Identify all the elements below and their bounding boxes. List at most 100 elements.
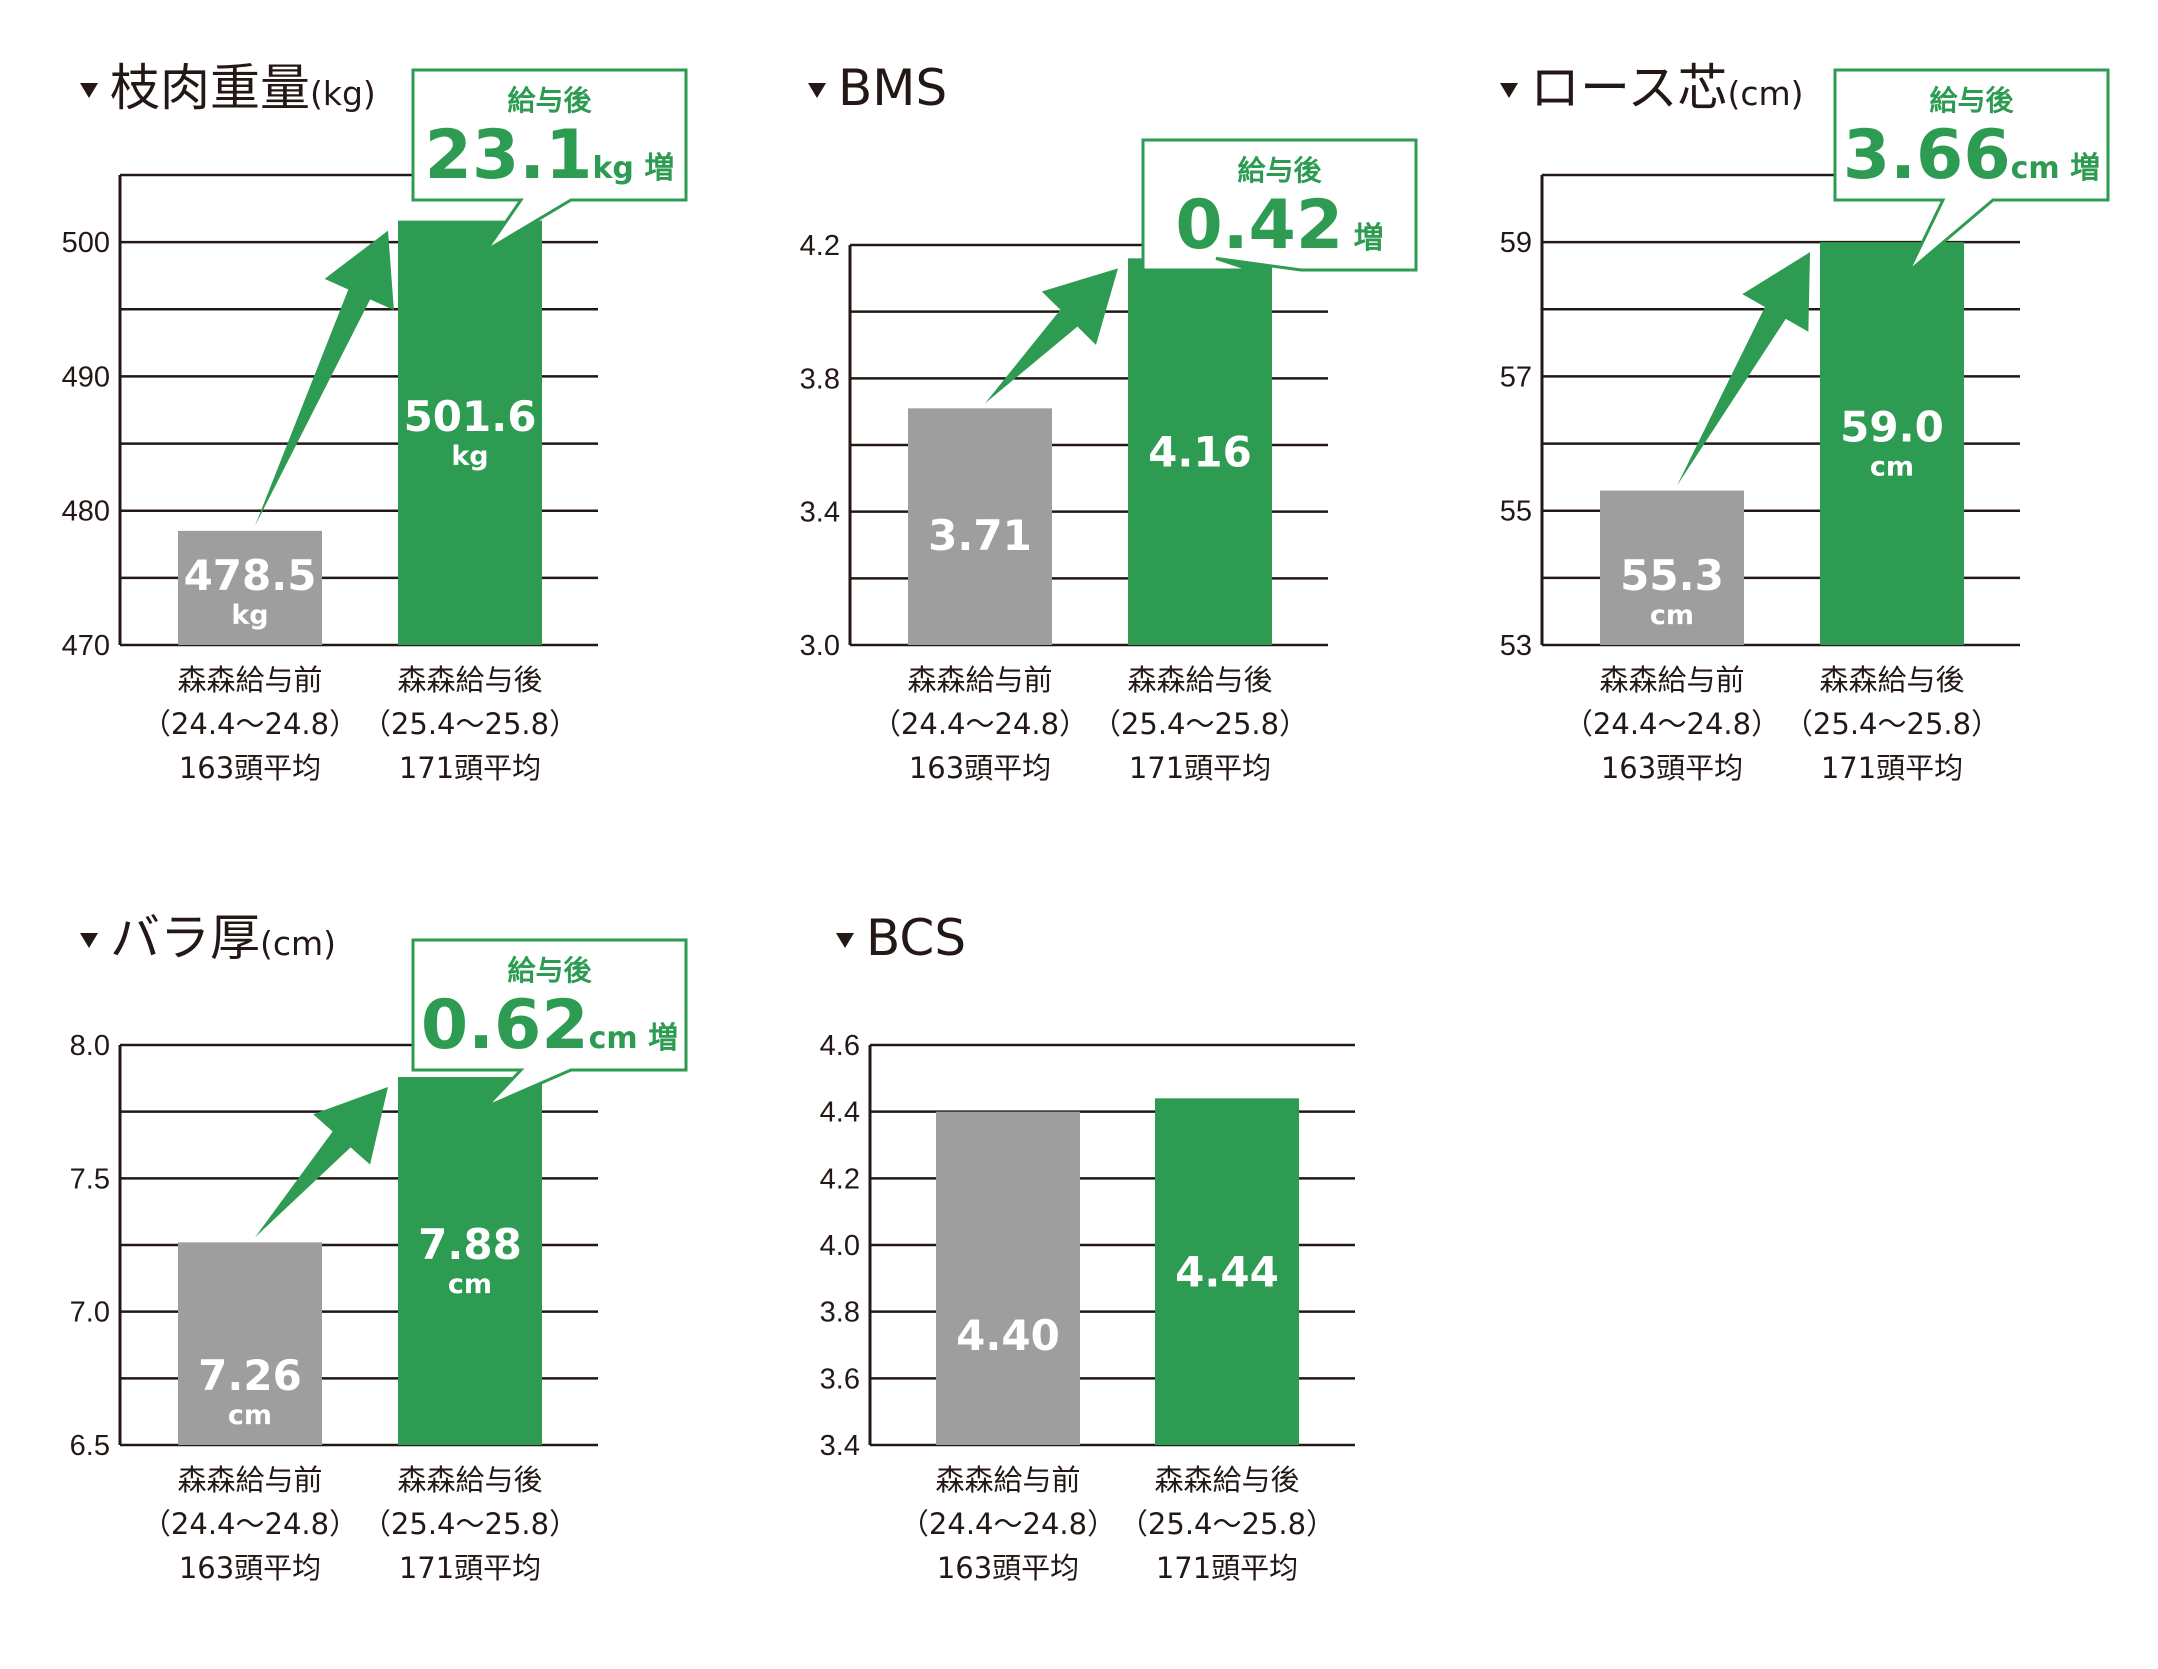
callout-value: 0.42 増 [1175, 186, 1383, 265]
chart-title: ロース芯(cm) [1530, 59, 1804, 117]
bar-value-label: 59.0 [1840, 403, 1944, 452]
y-tick-label: 4.4 [820, 1097, 860, 1129]
bar-unit-label: cm [1870, 452, 1914, 483]
bar-value-label: 501.6 [404, 392, 537, 441]
bar-value-label: 478.5 [184, 551, 317, 600]
y-tick-label: 8.0 [70, 1030, 110, 1062]
bar-after [1820, 242, 1964, 645]
chart-5: BCS 4.6 4.4 4.2 4.0 3.8 3.6 3.4 4.40 4.44 森森給与前 （24… [820, 909, 1355, 1585]
chart-3: ロース芯(cm)5957555355.3cm59.0cm森森給与前（24.4〜2… [1500, 59, 2110, 785]
bar-before [936, 1111, 1080, 1445]
y-tick-label: 7.0 [70, 1297, 110, 1329]
x-category-label: 森森給与後 [397, 663, 542, 697]
x-category-label: 森森給与前 [1599, 663, 1744, 697]
y-tick-label: 490 [62, 361, 110, 393]
bar-after [398, 220, 542, 645]
x-category-label: 163頭平均 [909, 751, 1051, 785]
bar-after [1128, 258, 1272, 645]
y-tick-label: 53 [1500, 630, 1532, 662]
bar-unit-label: kg [231, 600, 268, 631]
bar-unit-label: cm [448, 1269, 492, 1300]
bar-value-label: 4.16 [1148, 428, 1252, 477]
chart-2: BMS 4.2 3.8 3.4 3.0 3.71 4.16 森森給与前 （24.4〜24.8） 1… [800, 59, 1418, 785]
x-category-label: 森森給与後 [1819, 663, 1964, 697]
x-category-label: （24.4〜24.8） [142, 707, 358, 741]
x-category-label: 171頭平均 [1129, 751, 1271, 785]
x-category-label: 森森給与前 [935, 1463, 1080, 1497]
x-category-label: （24.4〜24.8） [900, 1507, 1116, 1541]
y-tick-label: 57 [1500, 361, 1532, 393]
callout-box [1141, 138, 1418, 272]
y-tick-label: 4.0 [820, 1230, 860, 1262]
x-category-label: 森森給与後 [397, 1463, 542, 1497]
callout-label: 給与後 [507, 954, 592, 987]
y-tick-label: 3.4 [800, 497, 840, 529]
y-tick-label: 500 [62, 227, 110, 259]
chart-4: バラ厚(cm)8.07.57.06.57.26cm7.88cm森森給与前（24.… [70, 909, 688, 1585]
bar-value-label: 7.88 [418, 1220, 522, 1269]
callout-label: 給与後 [507, 84, 592, 117]
callout-value: 23.1kg 増 [425, 116, 675, 195]
callout-box [411, 68, 688, 252]
x-category-label: 171頭平均 [1821, 751, 1963, 785]
bar-before [178, 530, 322, 645]
chart-title: BMS [838, 59, 947, 117]
chart-title: 枝肉重量(kg) [110, 59, 376, 117]
x-category-label: （25.4〜25.8） [362, 1507, 578, 1541]
y-tick-label: 3.0 [800, 630, 840, 662]
chart-1: 枝肉重量(kg)500490480470478.5kg501.6kg森森給与前（… [62, 59, 688, 785]
x-category-label: 163頭平均 [1601, 751, 1743, 785]
y-tick-label: 4.2 [820, 1163, 860, 1195]
arrow-up-right-icon [255, 1087, 388, 1238]
triangle-down-icon [808, 83, 826, 98]
y-tick-label: 4.6 [820, 1030, 860, 1062]
y-tick-label: 59 [1500, 227, 1532, 259]
arrow-up-right-icon [1677, 252, 1810, 486]
bar-unit-label: cm [228, 1400, 272, 1431]
callout-box [1833, 68, 2110, 274]
triangle-down-icon [80, 83, 98, 98]
x-category-label: 171頭平均 [399, 751, 541, 785]
x-category-label: 171頭平均 [1156, 1551, 1298, 1585]
bar-before [1600, 490, 1744, 645]
callout-value: 0.62cm 増 [421, 986, 678, 1065]
callout-label: 給与後 [1237, 154, 1322, 187]
x-category-label: （25.4〜25.8） [1092, 707, 1308, 741]
y-tick-label: 470 [62, 630, 110, 662]
x-category-label: 森森給与前 [177, 1463, 322, 1497]
y-tick-label: 3.4 [820, 1430, 860, 1462]
bar-after [1155, 1098, 1299, 1445]
bar-before [908, 408, 1052, 645]
y-tick-label: 480 [62, 496, 110, 528]
bar-before [178, 1242, 322, 1445]
bar-value-label: 4.44 [1175, 1248, 1279, 1297]
y-tick-label: 7.5 [70, 1163, 110, 1195]
y-tick-label: 6.5 [70, 1430, 110, 1462]
x-category-label: （25.4〜25.8） [362, 707, 578, 741]
chart-title: BCS [866, 909, 966, 967]
callout-value: 3.66cm 増 [1843, 116, 2100, 195]
x-category-label: （25.4〜25.8） [1119, 1507, 1335, 1541]
bar-value-label: 4.40 [956, 1311, 1060, 1360]
bar-value-label: 3.71 [928, 511, 1032, 560]
x-category-label: 森森給与前 [177, 663, 322, 697]
callout-label: 給与後 [1929, 84, 2014, 117]
callout-box [411, 938, 688, 1109]
triangle-down-icon [80, 933, 98, 948]
y-tick-label: 4.2 [800, 230, 840, 262]
x-category-label: 163頭平均 [179, 1551, 321, 1585]
bar-unit-label: cm [1650, 600, 1694, 631]
y-tick-label: 3.8 [800, 363, 840, 395]
x-category-label: 163頭平均 [179, 751, 321, 785]
y-tick-label: 55 [1500, 496, 1532, 528]
x-category-label: 163頭平均 [937, 1551, 1079, 1585]
arrow-up-right-icon [985, 268, 1118, 404]
y-tick-label: 3.8 [820, 1297, 860, 1329]
x-category-label: （24.4〜24.8） [142, 1507, 358, 1541]
x-category-label: （25.4〜25.8） [1784, 707, 2000, 741]
x-category-label: 森森給与前 [907, 663, 1052, 697]
bar-value-label: 55.3 [1620, 551, 1724, 600]
bar-value-label: 7.26 [198, 1351, 302, 1400]
arrow-up-right-icon [255, 230, 394, 526]
